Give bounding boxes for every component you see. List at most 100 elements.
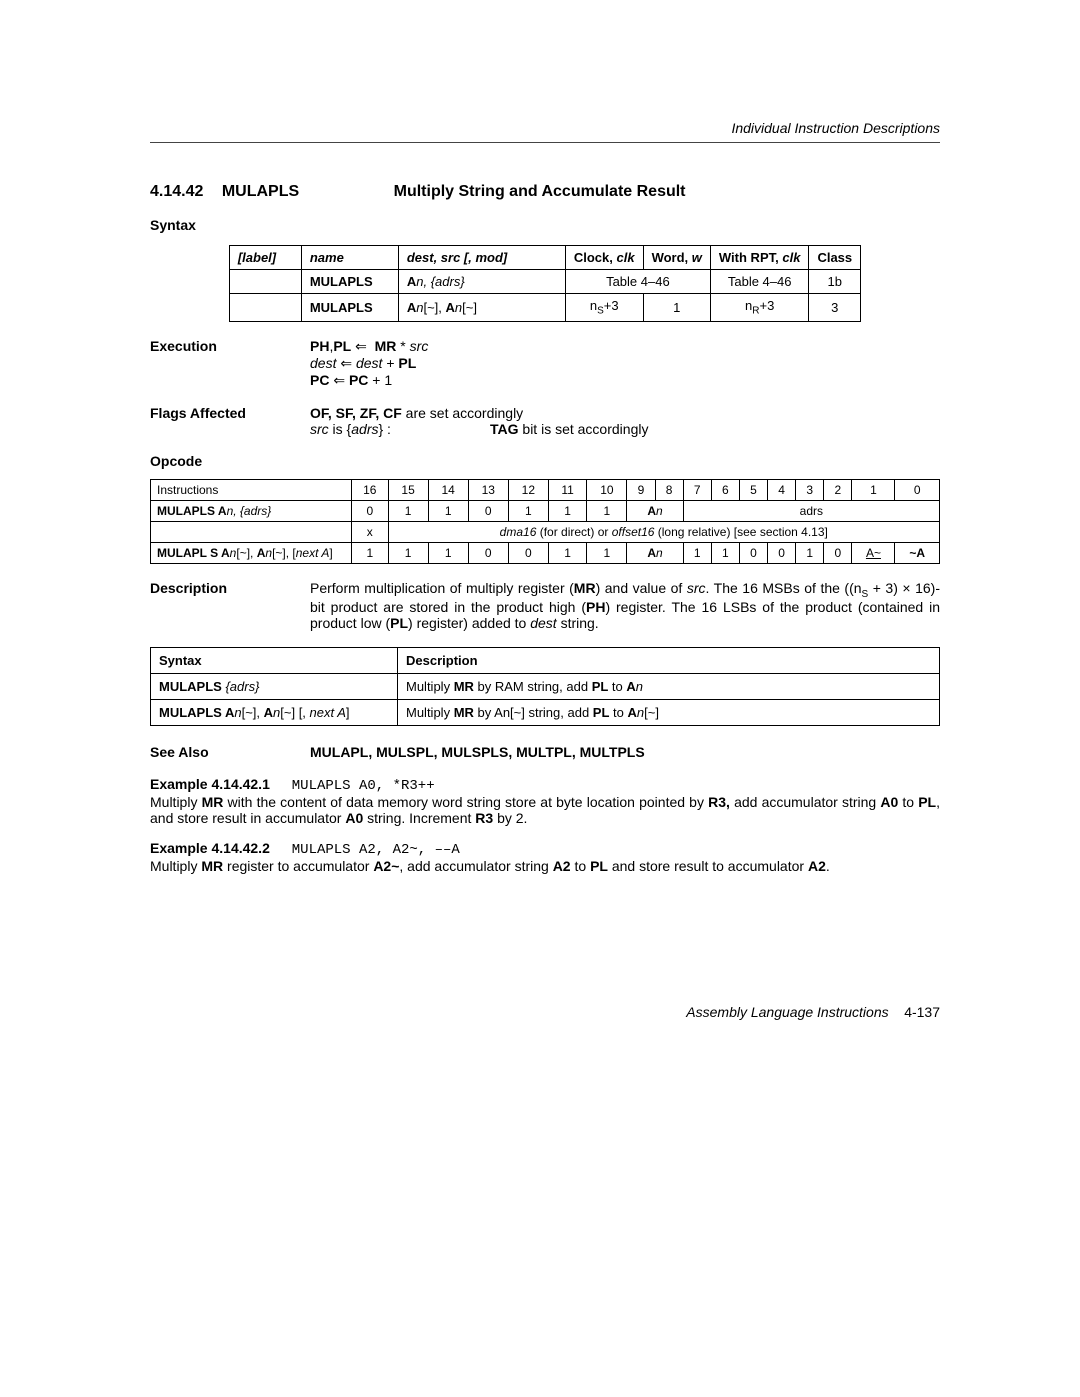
c: 0 <box>824 542 852 563</box>
t: with the content of data memory word str… <box>223 794 708 810</box>
c: A <box>264 705 273 720</box>
c: ] <box>346 705 350 720</box>
c: 4 <box>768 479 796 500</box>
t: } : <box>378 421 390 437</box>
t: string. Increment <box>363 810 475 826</box>
t: OF, SF, ZF, CF <box>310 405 402 421</box>
syntax-row: MULAPLS An[~], An[~] nS+3 1 nR+3 3 <box>229 294 860 322</box>
page: Individual Instruction Descriptions 4.14… <box>0 0 1080 1080</box>
example-code: MULAPLS A0, *R3++ <box>292 778 435 794</box>
c: 0 <box>352 500 389 521</box>
c: n <box>656 504 663 518</box>
c: [~], <box>242 705 264 720</box>
c: n <box>234 705 241 720</box>
c: [~], [ <box>272 546 296 560</box>
c: Multiply <box>406 705 454 720</box>
footer-page: 4-137 <box>904 1004 940 1020</box>
t: Perform multiplication of multiply regis… <box>310 580 574 596</box>
c: 13 <box>468 479 508 500</box>
c: 16 <box>352 479 389 500</box>
c: to <box>608 679 626 694</box>
c: [~] [, <box>280 705 309 720</box>
execution-label: Execution <box>150 338 310 389</box>
cell: 1 <box>643 294 710 322</box>
t: A0 <box>345 810 363 826</box>
c: dma16 <box>500 525 537 539</box>
t: TAG <box>490 421 519 437</box>
t: is { <box>329 421 352 437</box>
c: A~ <box>866 546 881 560</box>
section-number: 4.14.42 <box>150 183 203 200</box>
c: adrs <box>683 500 939 521</box>
opcode-block: Opcode Instructions 16 15 14 13 12 11 10… <box>150 453 940 564</box>
th: Syntax <box>151 648 398 674</box>
c: 1 <box>587 500 627 521</box>
t: A2 <box>808 858 826 874</box>
cell: A <box>407 274 416 289</box>
c: 15 <box>388 479 428 500</box>
th: Description <box>398 648 940 674</box>
example-label: Example 4.14.42.2 <box>150 840 270 856</box>
syntax-table: [label] name dest, src [, mod] Clock, cl… <box>229 245 861 322</box>
t: to <box>571 858 590 874</box>
t: MR <box>202 794 224 810</box>
c: x <box>352 521 389 542</box>
t: . The 16 MSBs of the ((n <box>706 580 862 596</box>
instruction-name: MULAPLS <box>222 183 299 200</box>
th-dest: dest, src [, mod] <box>407 250 507 265</box>
c: ~A <box>909 546 925 560</box>
c: A <box>647 504 656 518</box>
t: PL <box>590 858 608 874</box>
cell: n, <box>416 274 430 289</box>
c: 11 <box>548 479 586 500</box>
seealso-label: See Also <box>150 744 310 760</box>
seealso-body: MULAPL, MULSPL, MULSPLS, MULTPL, MULTPLS <box>310 744 645 760</box>
c: PL <box>593 705 610 720</box>
t: ) register) added to <box>408 615 530 631</box>
example-code: MULAPLS A2, A2~, ––A <box>292 842 460 858</box>
th-label: [label] <box>238 250 276 265</box>
t: PH <box>586 599 605 615</box>
cell: MULAPLS <box>310 274 373 289</box>
c: n <box>636 679 643 694</box>
t: R3, <box>708 794 730 810</box>
c: to <box>609 705 627 720</box>
syntax-label: Syntax <box>150 217 196 233</box>
t: register to accumulator <box>223 858 373 874</box>
t: dest <box>530 615 556 631</box>
c: 9 <box>627 479 655 500</box>
t: A0 <box>880 794 898 810</box>
cell: 3 <box>809 294 861 322</box>
c: 0 <box>895 479 940 500</box>
c: offset16 <box>612 525 655 539</box>
c: 12 <box>508 479 548 500</box>
running-head: Individual Instruction Descriptions <box>150 120 940 143</box>
t: Multiply <box>150 858 201 874</box>
t: A2~ <box>373 858 399 874</box>
c: ] <box>329 546 332 560</box>
c: by An[~] string, add <box>474 705 593 720</box>
t: PC <box>310 372 329 388</box>
syntax-block: Syntax [label] name dest, src [, mod] Cl… <box>150 217 940 322</box>
t: and store result to accumulator <box>608 858 808 874</box>
t: R3 <box>475 810 493 826</box>
opcode-label: Opcode <box>150 453 202 469</box>
c: {adrs} <box>225 679 259 694</box>
t: MR <box>574 580 596 596</box>
t: to <box>898 794 918 810</box>
c: 1 <box>428 542 468 563</box>
example-2: Example 4.14.42.2 MULAPLS A2, A2~, ––A M… <box>150 840 940 874</box>
c: 0 <box>468 542 508 563</box>
execution-block: Execution PH,PL ⇐ MR * src dest ⇐ dest +… <box>150 338 940 389</box>
desc-table: Syntax Description MULAPLS {adrs} Multip… <box>150 647 940 726</box>
c: 0 <box>468 500 508 521</box>
c: next A <box>310 705 346 720</box>
cell: Table 4–46 <box>565 270 710 294</box>
footer: Assembly Language Instructions 4-137 <box>150 1004 940 1020</box>
c: 14 <box>428 479 468 500</box>
c: 1 <box>852 479 895 500</box>
cell: +3 <box>759 298 774 313</box>
description-block: Description Perform multiplication of mu… <box>150 580 940 632</box>
t: are set accordingly <box>402 405 523 421</box>
t: , add accumulator string <box>399 858 552 874</box>
